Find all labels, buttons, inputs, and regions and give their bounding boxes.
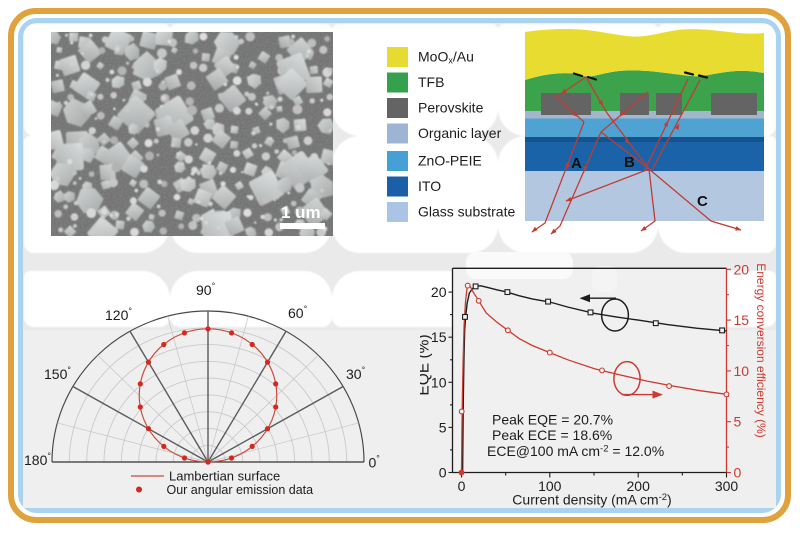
svg-text:10: 10 (431, 374, 447, 390)
svg-text:Glass substrate: Glass substrate (418, 204, 515, 220)
svg-text:Peak ECE = 18.6%: Peak ECE = 18.6% (492, 427, 612, 443)
svg-text:200: 200 (627, 478, 651, 494)
svg-text:Our angular emission data: Our angular emission data (167, 483, 314, 497)
svg-text:100: 100 (538, 478, 562, 494)
svg-text:90°: 90° (196, 281, 216, 298)
svg-text:Peak EQE = 20.7%: Peak EQE = 20.7% (492, 412, 613, 428)
svg-text:300: 300 (715, 478, 739, 494)
svg-text:20: 20 (431, 284, 447, 300)
svg-text:150°: 150° (44, 365, 71, 382)
svg-text:ECE@100 mA cm-2 = 12.0%: ECE@100 mA cm-2 = 12.0% (487, 443, 664, 459)
svg-text:B: B (624, 154, 635, 171)
svg-text:180°: 180° (24, 451, 51, 468)
svg-text:60°: 60° (288, 304, 308, 321)
svg-text:ITO: ITO (418, 178, 441, 194)
svg-text:1 um: 1 um (281, 203, 321, 222)
svg-text:5: 5 (439, 419, 447, 435)
svg-text:TFB: TFB (418, 74, 444, 90)
svg-text:0: 0 (734, 465, 742, 481)
svg-text:0°: 0° (369, 454, 381, 471)
svg-text:A: A (571, 155, 582, 172)
svg-text:Lambertian surface: Lambertian surface (169, 469, 280, 484)
svg-text:Current density (mA cm-2): Current density (mA cm-2) (512, 492, 671, 508)
svg-text:15: 15 (734, 312, 750, 328)
svg-text:C: C (697, 193, 708, 210)
svg-text:10: 10 (734, 363, 750, 379)
svg-text:Perovskite: Perovskite (418, 100, 484, 116)
svg-text:120°: 120° (105, 306, 132, 323)
svg-text:ZnO-PEIE: ZnO-PEIE (418, 153, 482, 169)
svg-text:0: 0 (439, 465, 447, 481)
svg-text:Energy conversion efficiency (: Energy conversion efficiency (%) (754, 263, 768, 438)
svg-text:15: 15 (431, 329, 447, 345)
svg-text:Organic layer: Organic layer (418, 125, 502, 141)
svg-text:EQE (%): EQE (%) (420, 334, 433, 395)
svg-text:MoOx/Au: MoOx/Au (418, 49, 474, 66)
svg-text:20: 20 (734, 261, 750, 277)
svg-text:5: 5 (734, 414, 742, 430)
svg-text:0: 0 (458, 478, 466, 494)
svg-text:30°: 30° (346, 365, 366, 382)
